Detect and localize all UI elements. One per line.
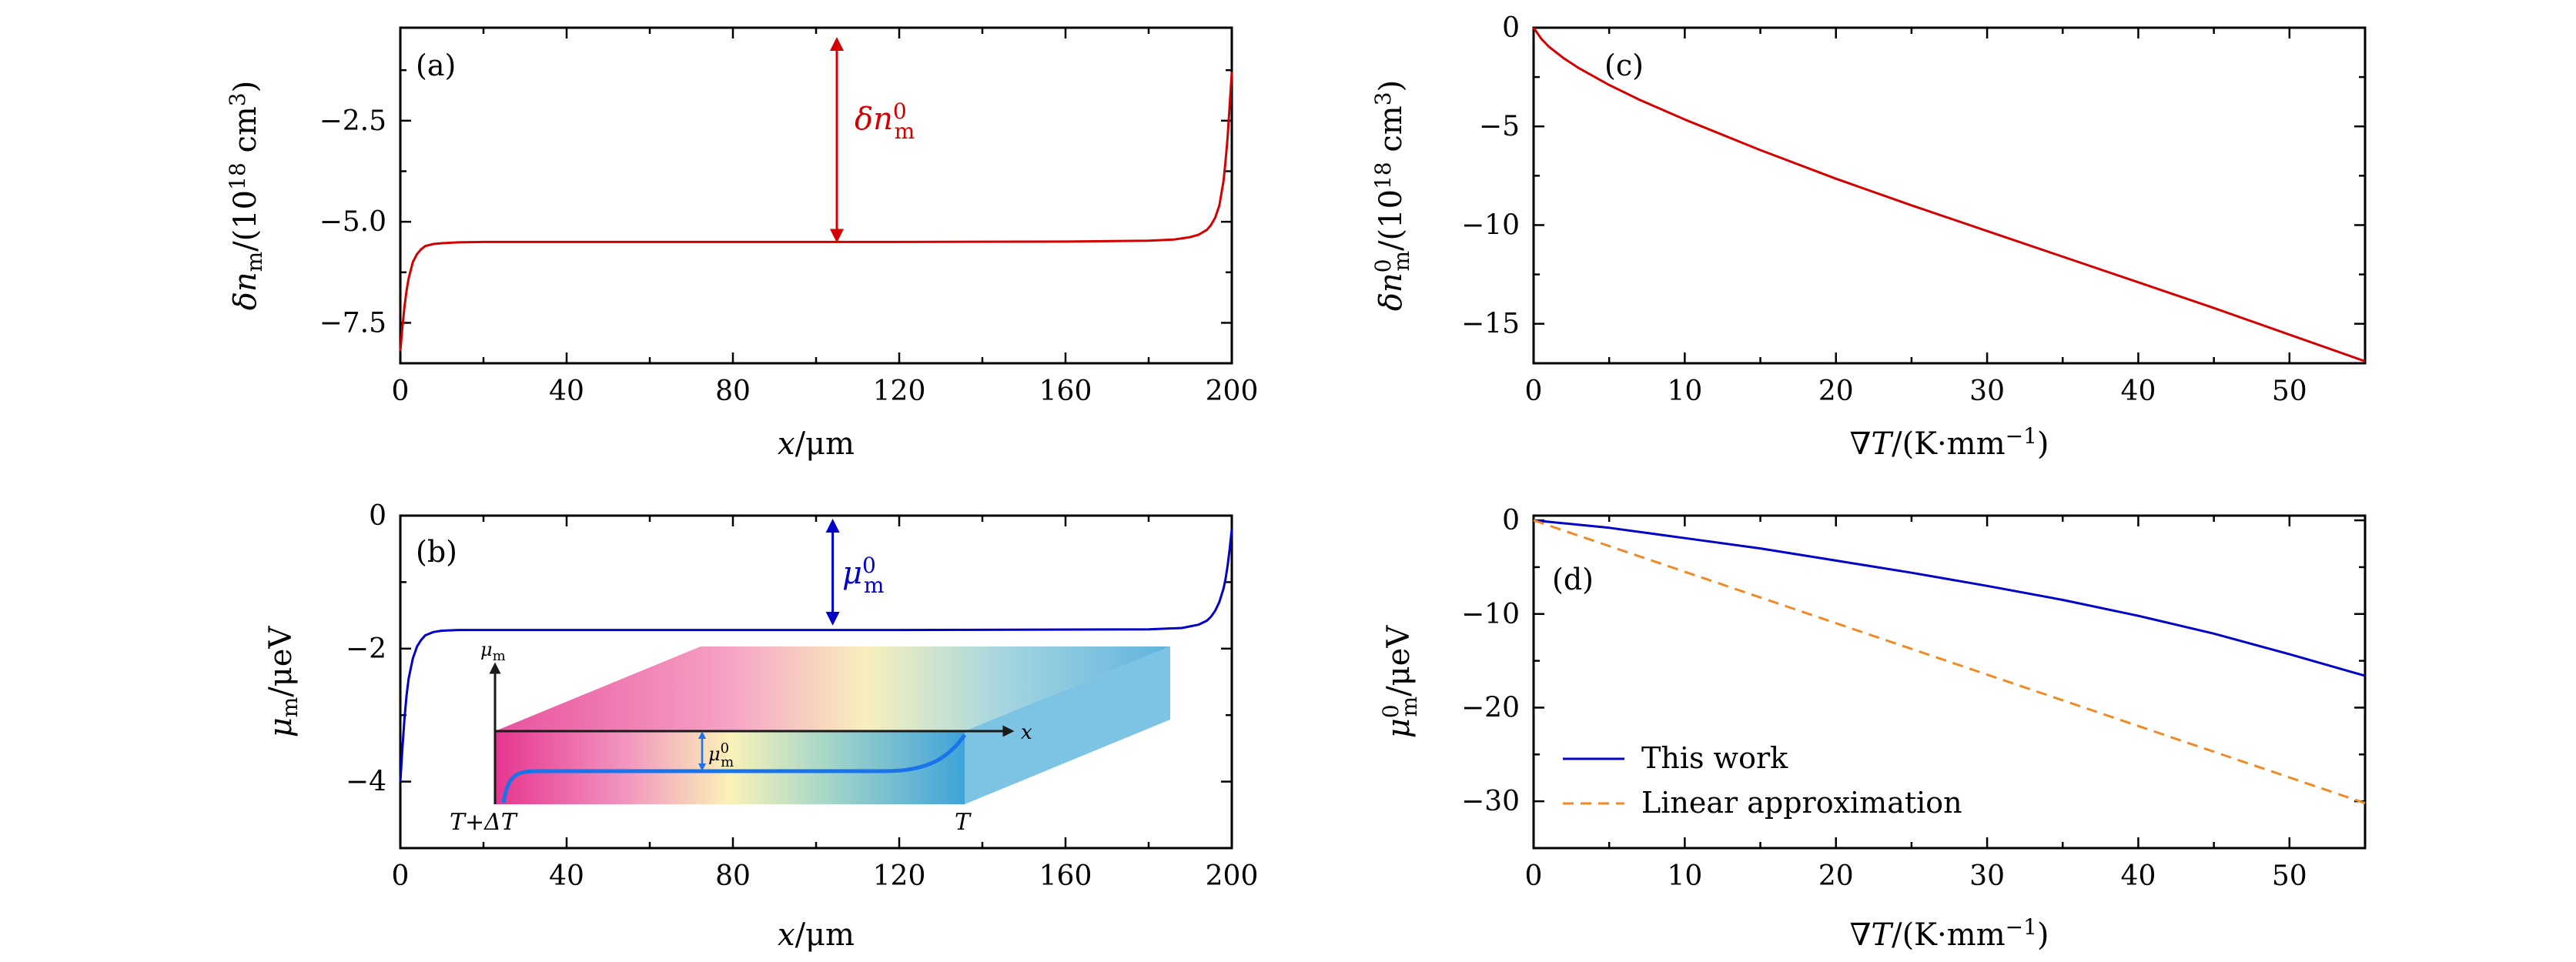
y-tick-label: −15 [1461, 309, 1520, 340]
x-tick-label: 20 [1818, 860, 1854, 892]
x-axis-label-b: x/μm [778, 917, 855, 953]
legend-label-linear: Linear approximation [1641, 786, 1962, 820]
inset-left-label: T+ΔT [450, 809, 518, 836]
legend-label-this-work: This work [1641, 741, 1788, 775]
x-axis-label-c: ∇T/(K·mm−1) [1849, 423, 2049, 462]
series-line-c [1532, 27, 2366, 362]
y-tick-label: −30 [1461, 786, 1520, 817]
y-tick-label: −10 [1461, 599, 1520, 630]
x-tick-label: 50 [2272, 860, 2307, 892]
y-tick-label: −5 [1479, 111, 1520, 142]
annotation-mu0: μ0 m [842, 553, 884, 598]
x-tick-label: 0 [1525, 860, 1543, 892]
inset-x-label: x [1021, 721, 1032, 744]
x-tick-label: 0 [392, 376, 410, 407]
x-tick-label: 50 [2272, 376, 2307, 407]
x-tick-label: 10 [1667, 860, 1702, 892]
inset-potential-curve [501, 733, 967, 803]
x-tick-label: 80 [715, 376, 751, 407]
y-axis-label-d: μ0m/μeV [1378, 625, 1422, 739]
x-tick-label: 40 [549, 860, 584, 892]
plot-elements-c: 0 10 20 30 40 50 −15 −10 −5 0 [1461, 12, 2367, 407]
panel-a: 0 40 80 120 160 200 −7.5 −5.0 −2.5 (a) x/μm δnm/… [225, 26, 1259, 462]
series-line-this-work [1533, 519, 2366, 677]
panel-label-c: (c) [1604, 48, 1644, 82]
x-tick-label: 0 [392, 860, 410, 892]
plot-elements-a: 0 40 80 120 160 200 −7.5 −5.0 −2.5 [319, 28, 1259, 407]
y-tick-label: −5.0 [319, 206, 386, 238]
x-tick-label: 40 [2121, 376, 2156, 407]
x-tick-label: 30 [1969, 376, 2005, 407]
y-axis-label-a: δnm/(1018 cm3) [225, 81, 267, 311]
x-tick-label: 160 [1039, 376, 1092, 407]
x-tick-label: 30 [1969, 860, 2005, 892]
series-line-a [399, 72, 1233, 352]
inset-gap-label: μ0 m [708, 740, 734, 770]
y-tick-label: 0 [369, 500, 386, 532]
y-tick-label: −2 [346, 633, 386, 665]
x-tick-label: 120 [873, 376, 926, 407]
y-tick-label: −7.5 [319, 307, 386, 339]
series-line-b [399, 529, 1233, 782]
plot-frame-c [1532, 26, 2367, 365]
plot-frame-a [399, 26, 1233, 365]
x-tick-label: 120 [873, 860, 926, 892]
y-axis-label-c: δn0m/(1018 cm3) [1370, 80, 1414, 311]
panel-label-a: (a) [416, 48, 456, 82]
plot-elements-d: 0 10 20 30 40 50 −30 −20 −10 0 [1461, 505, 2367, 892]
x-tick-label: 0 [1525, 376, 1543, 407]
x-tick-label: 80 [715, 860, 751, 892]
x-tick-label: 200 [1206, 376, 1259, 407]
y-axis-label-b: μm/μeV [263, 626, 303, 738]
y-tick-label: −10 [1461, 209, 1520, 241]
panel-b: 0 40 80 120 160 200−4−20 (b) x/μm μm/μeV μ0 m … [263, 500, 1258, 953]
inset-right-label: T [955, 809, 972, 836]
y-tick-label: 0 [1502, 505, 1520, 536]
panel-label-b: (b) [416, 535, 457, 569]
panel-c: 0 10 20 30 40 50 −15 −10 −5 0 (c) ∇T/(K·mm−1) δn0… [1370, 12, 2367, 462]
panel-label-d: (d) [1552, 563, 1594, 596]
plot-elements-b: 0 40 80 120 160 200 −4 −2 0 [346, 500, 1258, 892]
panel-d: 0 10 20 30 40 50 −30 −20 −10 0 (d) ∇T/(K·mm−1) μ0… [1378, 505, 2367, 953]
x-tick-label: 20 [1818, 376, 1854, 407]
x-tick-label: 40 [549, 376, 584, 407]
legend-d: This work Linear approximation [1563, 741, 1962, 820]
inset-slab-top [495, 646, 1170, 731]
annotation-dn0: δn0 m [855, 99, 915, 144]
inset-slab-front [495, 731, 965, 804]
y-tick-label: −4 [346, 767, 386, 798]
x-axis-label-a: x/μm [778, 426, 855, 462]
inset-slab-side [965, 646, 1170, 804]
y-tick-label: 0 [1502, 12, 1520, 44]
plot-frame-d [1532, 514, 2367, 850]
x-tick-label: 40 [2121, 860, 2156, 892]
y-tick-label: −2.5 [319, 105, 386, 137]
y-tick-label: −20 [1461, 692, 1520, 723]
series-line-linear-approximation [1533, 519, 2366, 805]
inset-y-label: μm [480, 639, 506, 664]
x-tick-label: 10 [1667, 376, 1702, 407]
x-axis-label-d: ∇T/(K·mm−1) [1849, 914, 2049, 953]
x-tick-label: 200 [1206, 860, 1259, 892]
inset-schematic: μm x μ0 m T+ΔT T [450, 639, 1170, 836]
x-tick-label: 160 [1039, 860, 1092, 892]
